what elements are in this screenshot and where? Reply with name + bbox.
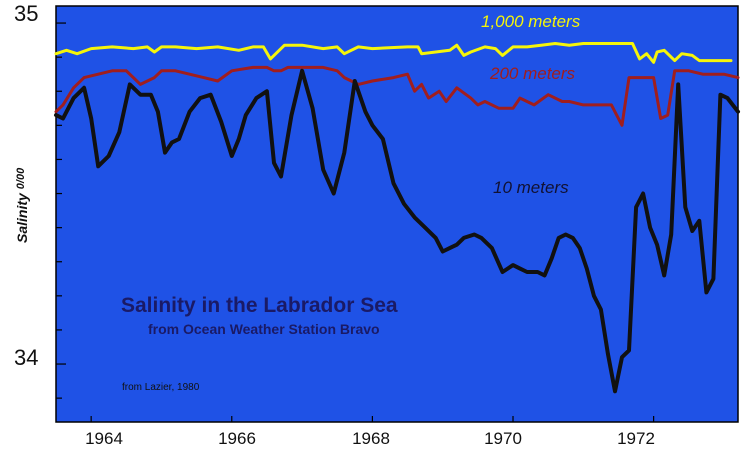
xtick-label-1970: 1970 [484, 429, 522, 448]
ytick-label-35: 35 [14, 1, 38, 26]
xtick-label-1964: 1964 [85, 429, 123, 448]
y-axis-label-unit: 0/00 [15, 167, 27, 189]
series-label-10m: 10 meters [493, 178, 569, 197]
xtick-label-1972: 1972 [617, 429, 655, 448]
xtick-label-1968: 1968 [352, 429, 390, 448]
xtick-label-1966: 1966 [218, 429, 256, 448]
y-axis-label: Salinity 0/00 [14, 167, 30, 243]
chart-title: Salinity in the Labrador Sea [121, 294, 398, 317]
ytick-label-34: 34 [14, 345, 38, 370]
series-label-200m: 200 meters [489, 64, 576, 83]
x-tick-marks [90, 416, 655, 422]
series-lines [54, 42, 740, 394]
chart-subtitle: from Ocean Weather Station Bravo [148, 321, 380, 337]
series-line-200m [54, 65, 740, 127]
y-axis-label-main: Salinity [14, 192, 30, 243]
y-minor-ticks [56, 22, 66, 399]
series-line-10m [54, 68, 740, 394]
series-label-1000m: 1,000 meters [481, 12, 581, 31]
chart-source: from Lazier, 1980 [122, 382, 200, 393]
series-line-1000m [54, 42, 733, 64]
